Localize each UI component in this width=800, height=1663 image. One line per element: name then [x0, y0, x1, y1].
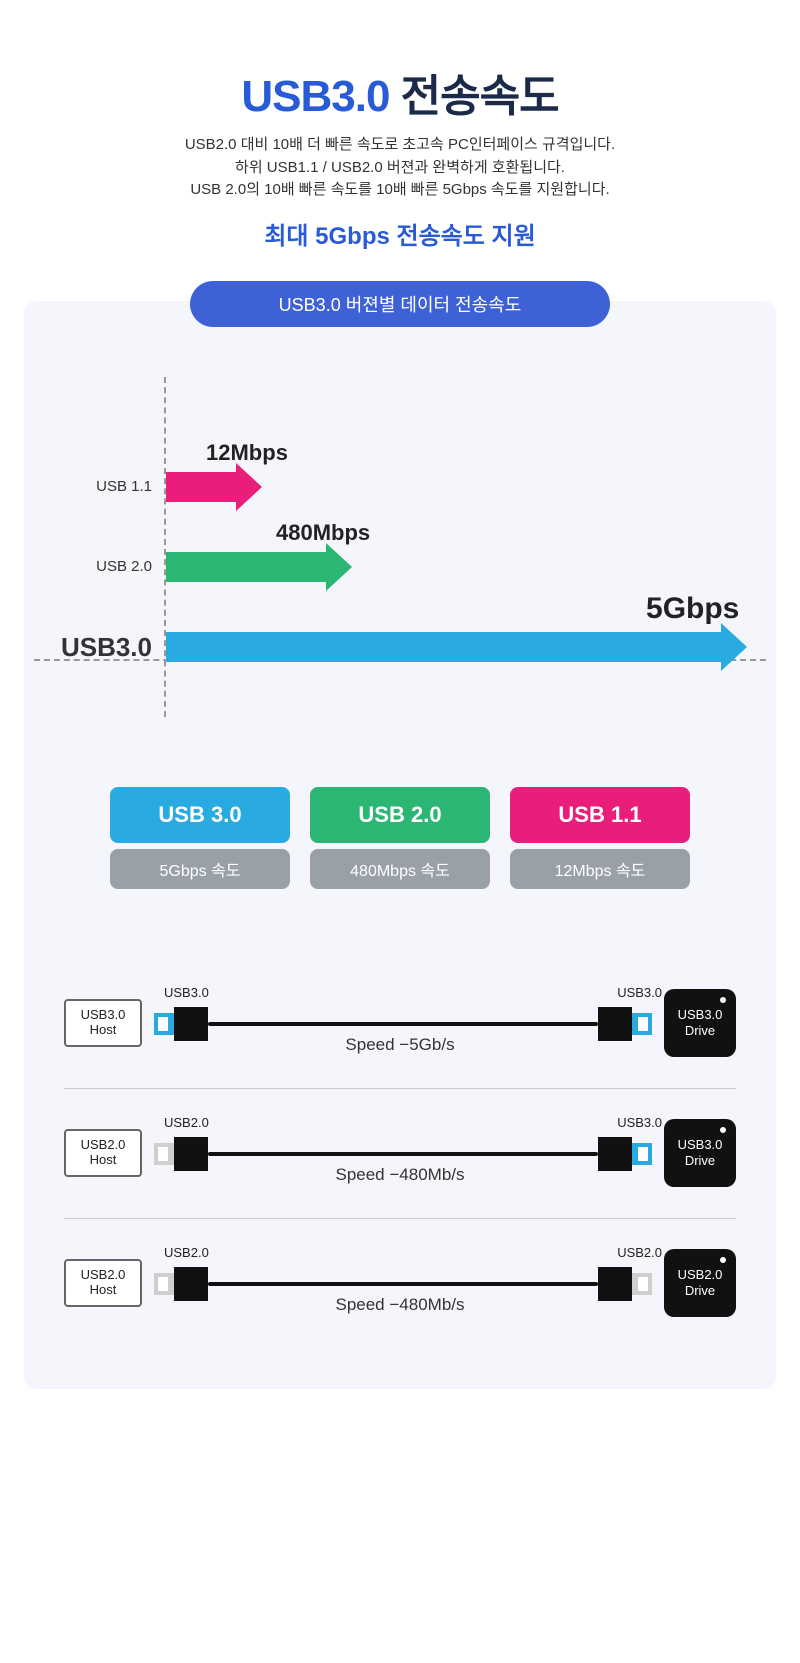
legend-card: USB 1.1 12Mbps 속도	[510, 787, 690, 889]
cable-speed-label: Speed −5Gb/s	[64, 1035, 736, 1055]
arrow-speed-chart: USB 1.1 12Mbps USB 2.0 480Mbps USB3.0 5Gbps	[34, 367, 766, 747]
plug-label: USB2.0	[164, 1115, 244, 1130]
subtitle-line: USB 2.0의 10배 빠른 속도를 10배 빠른 5Gbps 속도를 지원합…	[0, 179, 800, 202]
chart-arrow: 480Mbps	[166, 552, 352, 582]
cable-speed-label: Speed −480Mb/s	[64, 1165, 736, 1185]
legend-card-title: USB 1.1	[510, 787, 690, 843]
cable-line	[208, 1022, 598, 1026]
cable-row: USB2.0HostUSB2.0USB3.0Speed −480Mb/sUSB3…	[64, 1089, 736, 1219]
legend-card-speed: 12Mbps 속도	[510, 849, 690, 889]
chart-arrow: 12Mbps	[166, 472, 262, 502]
legend-card-speed: 5Gbps 속도	[110, 849, 290, 889]
legend-card-title: USB 2.0	[310, 787, 490, 843]
plug-label: USB2.0	[582, 1245, 662, 1260]
cable-speed-label: Speed −480Mb/s	[64, 1295, 736, 1315]
chart-arrow-caption: 5Gbps	[646, 592, 739, 626]
cable-row: USB3.0HostUSB3.0USB3.0Speed −5Gb/sUSB3.0…	[64, 959, 736, 1089]
plug-label: USB3.0	[582, 1115, 662, 1130]
title-part2: 전송속도	[389, 72, 558, 121]
chart-row-label: USB 1.1	[34, 478, 152, 495]
plug-label: USB2.0	[164, 1245, 244, 1260]
panel-title-pill: USB3.0 버젼별 데이터 전송속도	[190, 281, 610, 327]
speed-legend-cards: USB 3.0 5Gbps 속도 USB 2.0 480Mbps 속도 USB 1.1 1…	[24, 787, 776, 889]
plug-label: USB3.0	[164, 985, 244, 1000]
page: USB3.0 전송속도 USB2.0 대비 10배 더 빠른 속도로 초고속 P…	[0, 0, 800, 1429]
legend-card-speed: 480Mbps 속도	[310, 849, 490, 889]
cable-row: USB2.0HostUSB2.0USB2.0Speed −480Mb/sUSB2…	[64, 1219, 736, 1349]
title-part1: USB3.0	[241, 72, 389, 121]
cable-diagram-block: USB3.0HostUSB3.0USB3.0Speed −5Gb/sUSB3.0…	[24, 959, 776, 1349]
drive-box: USB3.0Drive	[664, 1119, 736, 1187]
cable-line	[208, 1152, 598, 1156]
drive-box: USB3.0Drive	[664, 989, 736, 1057]
chart-row-label: USB3.0	[34, 632, 152, 663]
info-panel: USB3.0 버젼별 데이터 전송속도 USB 1.112MbpsUSB 2.0…	[24, 301, 776, 1389]
title-row: USB3.0 전송속도 USB2.0 대비 10배 더 빠른 속도로 초고속 P…	[0, 60, 800, 251]
cable-line	[208, 1282, 598, 1286]
title-main: USB3.0 전송속도	[0, 60, 800, 124]
chart-arrow: 5Gbps	[166, 632, 747, 662]
chart-vertical-axis	[164, 377, 166, 717]
subtitle-block: USB2.0 대비 10배 더 빠른 속도로 초고속 PC인터페이스 규격입니다…	[0, 134, 800, 202]
chart-arrow-caption: 12Mbps	[206, 440, 288, 466]
legend-card: USB 3.0 5Gbps 속도	[110, 787, 290, 889]
legend-card: USB 2.0 480Mbps 속도	[310, 787, 490, 889]
highlight-line: 최대 5Gbps 전송속도 지원	[0, 216, 800, 251]
subtitle-line: 하위 USB1.1 / USB2.0 버젼과 완벽하게 호환됩니다.	[0, 157, 800, 180]
drive-box: USB2.0Drive	[664, 1249, 736, 1317]
plug-label: USB3.0	[582, 985, 662, 1000]
chart-row-label: USB 2.0	[34, 558, 152, 575]
chart-arrow-caption: 480Mbps	[276, 520, 370, 546]
legend-card-title: USB 3.0	[110, 787, 290, 843]
subtitle-line: USB2.0 대비 10배 더 빠른 속도로 초고속 PC인터페이스 규격입니다…	[0, 134, 800, 157]
